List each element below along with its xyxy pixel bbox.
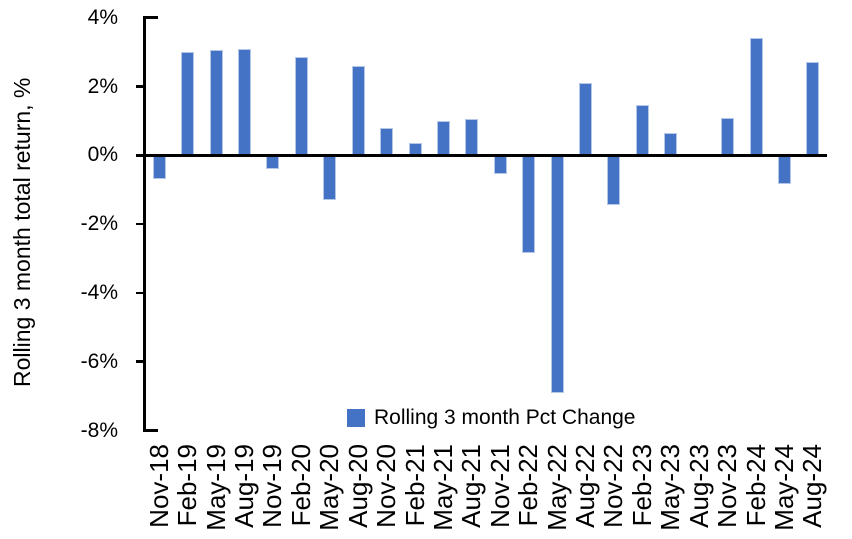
chart-legend: Rolling 3 month Pct Change bbox=[347, 406, 636, 430]
bar bbox=[436, 120, 450, 156]
x-tick-label: May-23 bbox=[655, 444, 686, 531]
y-tick-label: 4% bbox=[87, 5, 118, 29]
y-tick-label: -8% bbox=[80, 418, 118, 442]
bar bbox=[294, 57, 308, 156]
x-tick-label: Aug-21 bbox=[456, 444, 487, 528]
x-tick-label: May-22 bbox=[541, 444, 572, 531]
bar bbox=[550, 155, 564, 393]
bar bbox=[323, 155, 337, 200]
x-tick-label: Nov-21 bbox=[484, 444, 515, 528]
x-tick-label: Nov-20 bbox=[371, 444, 401, 528]
bar bbox=[777, 155, 791, 185]
y-axis-title: Rolling 3 month total return, % bbox=[9, 77, 35, 387]
x-tick-label: Nov-23 bbox=[712, 444, 742, 528]
x-tick-label: May-21 bbox=[427, 444, 458, 531]
bar bbox=[493, 155, 507, 175]
x-tick-label: May-24 bbox=[768, 444, 799, 531]
bar bbox=[749, 38, 763, 156]
bar bbox=[351, 65, 365, 156]
bar bbox=[522, 155, 536, 254]
x-tick-label: Feb-23 bbox=[626, 444, 657, 527]
y-tick-mark bbox=[136, 360, 145, 363]
y-tick-label: 2% bbox=[87, 74, 118, 98]
y-tick-mark bbox=[136, 85, 145, 88]
y-tick-mark bbox=[145, 429, 158, 432]
x-tick-label: Feb-20 bbox=[285, 444, 316, 527]
bar bbox=[465, 119, 479, 156]
x-tick-label: Aug-22 bbox=[570, 444, 600, 528]
x-tick-label: Feb-21 bbox=[399, 444, 430, 527]
y-tick-label: 0% bbox=[87, 143, 118, 167]
bar bbox=[181, 52, 195, 156]
x-tick-label: Aug-24 bbox=[797, 444, 828, 528]
bar bbox=[209, 50, 223, 156]
x-tick-label: Nov-18 bbox=[143, 444, 174, 528]
x-tick-label: Aug-23 bbox=[683, 444, 714, 528]
bar bbox=[380, 127, 393, 156]
x-tick-label: Aug-20 bbox=[342, 444, 373, 528]
x-tick-label: Feb-19 bbox=[172, 444, 203, 527]
y-tick-label: -6% bbox=[80, 349, 118, 373]
y-tick-mark bbox=[145, 16, 158, 20]
y-tick-mark bbox=[136, 222, 145, 226]
x-tick-label: Aug-19 bbox=[229, 444, 259, 528]
x-tick-label: May-20 bbox=[314, 444, 345, 531]
bar bbox=[579, 83, 592, 156]
bar bbox=[635, 105, 649, 156]
x-tick-label: Feb-22 bbox=[513, 444, 544, 527]
legend-label: Rolling 3 month Pct Change bbox=[374, 406, 636, 429]
zero-line bbox=[136, 153, 827, 157]
bar bbox=[721, 117, 734, 156]
bar bbox=[152, 155, 166, 180]
x-tick-label: Feb-24 bbox=[740, 444, 771, 527]
legend-swatch bbox=[347, 409, 365, 427]
bar bbox=[664, 132, 678, 156]
bar bbox=[607, 155, 621, 206]
y-tick-mark bbox=[136, 291, 145, 295]
bar bbox=[238, 48, 251, 156]
y-tick-label: -2% bbox=[80, 212, 118, 236]
x-tick-label: Nov-22 bbox=[598, 444, 629, 528]
x-tick-label: Nov-19 bbox=[257, 444, 288, 528]
bar bbox=[806, 62, 820, 156]
x-tick-label: May-19 bbox=[200, 444, 231, 531]
y-tick-label: -4% bbox=[80, 280, 118, 304]
bar bbox=[266, 155, 280, 170]
